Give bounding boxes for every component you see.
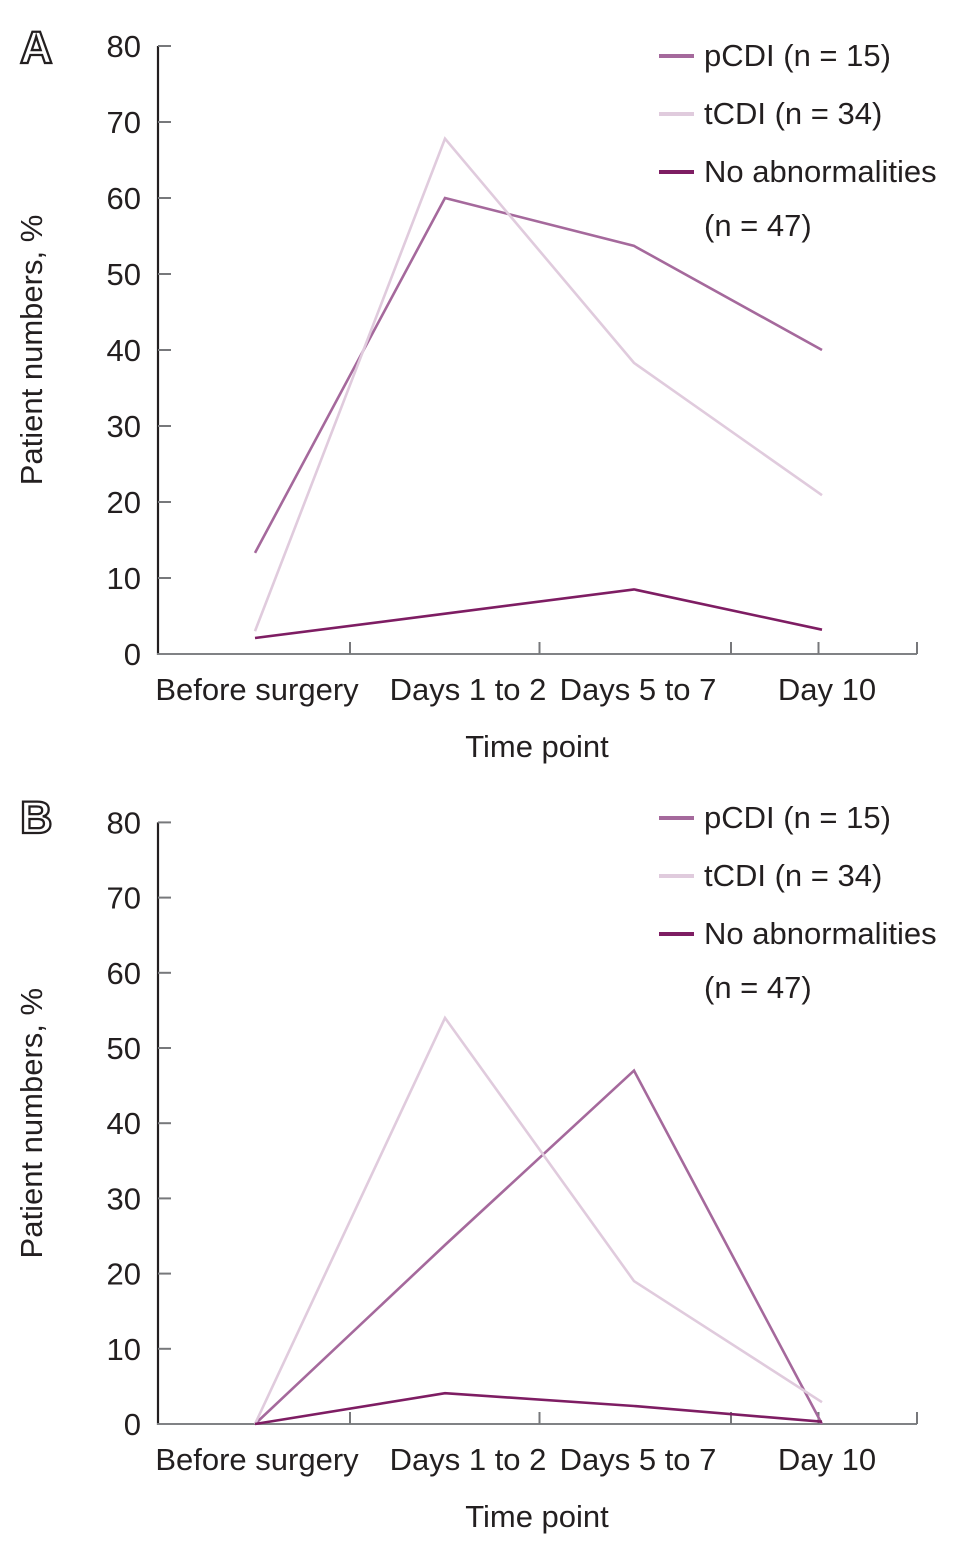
series-line-tcdi [253, 1015, 823, 1425]
series-line-no [254, 588, 823, 640]
y-tick-label-60: 60 [107, 956, 141, 991]
y-tick-label-70: 70 [107, 881, 141, 916]
y-tick-label-40: 40 [107, 1106, 141, 1141]
y-tick-label-40: 40 [107, 333, 141, 368]
panel-b: B 0 10 20 30 40 50 60 70 80 Before surgery Days 1 t… [14, 791, 937, 1534]
panel-letter-b: B [20, 792, 53, 843]
x-category-label-4: Day 10 [778, 1442, 876, 1477]
panel-a: A 0 10 20 30 40 50 60 70 80 Before surgery Days 1 t… [14, 21, 937, 764]
y-axis-title: Patient numbers, % [14, 988, 49, 1259]
x-category-label-3: Days 5 to 7 [560, 1442, 717, 1477]
series-line-tcdi [253, 136, 823, 632]
y-axis-title: Patient numbers, % [14, 215, 49, 486]
x-axis-title: Time point [465, 1499, 609, 1534]
legend-label-2-0: No abnormalities [704, 916, 937, 951]
series-line-pcdi [254, 1068, 824, 1425]
y-tick-label-80: 80 [107, 805, 141, 840]
y-tick-label-0: 0 [124, 637, 141, 672]
legend: pCDI (n = 15) tCDI (n = 34) No abnormaliti… [659, 38, 937, 243]
legend-label-0-0: pCDI (n = 15) [704, 800, 891, 835]
y-tick-label-80: 80 [107, 29, 141, 64]
legend-label-2-1: (n = 47) [704, 970, 812, 1005]
y-tick-label-70: 70 [107, 105, 141, 140]
x-category-label-1: Before surgery [155, 1442, 359, 1477]
y-tick-label-30: 30 [107, 409, 141, 444]
x-category-label-2: Days 1 to 2 [390, 1442, 547, 1477]
legend-label-2-0: No abnormalities [704, 154, 937, 189]
y-tick-label-50: 50 [107, 1031, 141, 1066]
x-category-label-4: Day 10 [778, 672, 876, 707]
y-tick-label-30: 30 [107, 1181, 141, 1216]
x-axis-title: Time point [465, 729, 609, 764]
y-tick-label-0: 0 [124, 1407, 141, 1442]
legend-label-1-0: tCDI (n = 34) [704, 858, 882, 893]
y-tick-label-10: 10 [107, 561, 141, 596]
legend: pCDI (n = 15) tCDI (n = 34) No abnormaliti… [659, 800, 937, 1005]
series-line-pcdi [253, 196, 823, 554]
x-category-label-3: Days 5 to 7 [560, 672, 717, 707]
y-tick-label-20: 20 [107, 485, 141, 520]
legend-label-1-0: tCDI (n = 34) [704, 96, 882, 131]
legend-label-0-0: pCDI (n = 15) [704, 38, 891, 73]
y-tick-label-10: 10 [107, 1332, 141, 1367]
legend-label-2-1: (n = 47) [704, 208, 812, 243]
x-category-label-1: Before surgery [155, 672, 359, 707]
panel-letter-a: A [20, 22, 53, 73]
y-tick-label-50: 50 [107, 257, 141, 292]
series-line-no [254, 1391, 823, 1426]
x-category-label-2: Days 1 to 2 [390, 672, 547, 707]
y-tick-label-60: 60 [107, 181, 141, 216]
y-tick-label-20: 20 [107, 1257, 141, 1292]
